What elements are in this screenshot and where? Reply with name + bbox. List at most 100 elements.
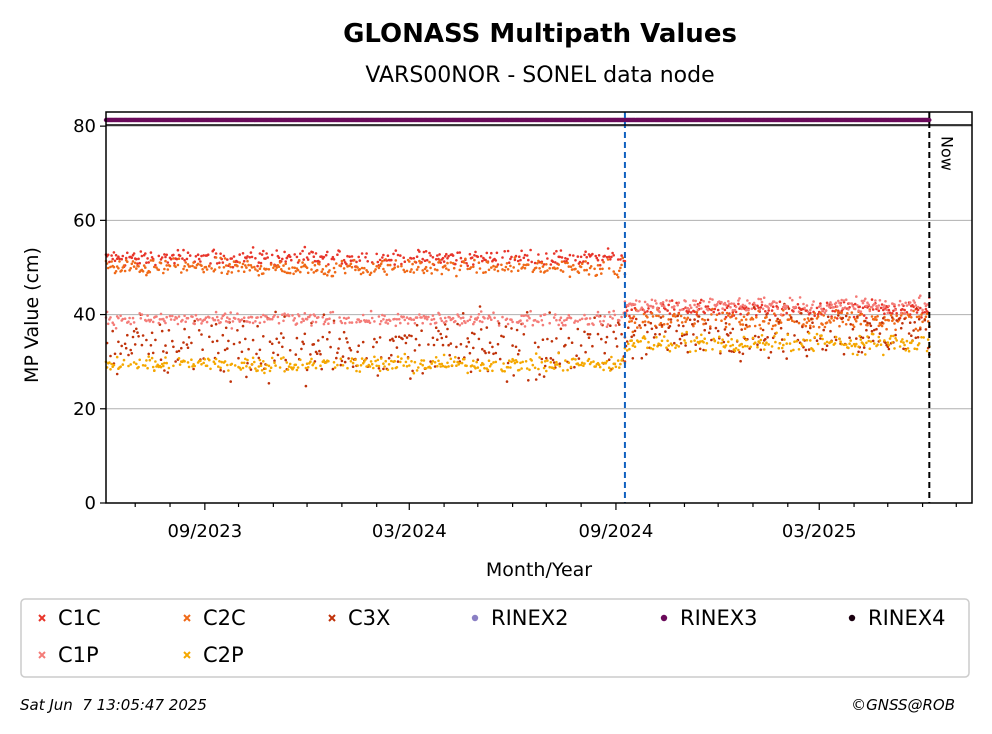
- data-point-c3x: [357, 344, 361, 348]
- data-point-c2p: [805, 338, 809, 342]
- data-point-c1p: [146, 314, 149, 317]
- data-point-c2c: [210, 267, 213, 270]
- data-point-c2p: [488, 365, 492, 368]
- data-point-c2c: [616, 275, 620, 279]
- data-point-c3x: [238, 341, 241, 344]
- data-point-c1p: [899, 311, 903, 315]
- data-point-c2p: [913, 347, 916, 351]
- data-point-c2c: [496, 269, 500, 273]
- data-point-c1p: [383, 314, 386, 318]
- data-point-c1c: [258, 252, 262, 255]
- data-point-c2p: [613, 362, 617, 366]
- data-point-c1p: [541, 323, 545, 327]
- data-point-c1p: [773, 300, 776, 304]
- data-point-c1p: [606, 323, 610, 326]
- data-point-c1c: [117, 255, 120, 258]
- data-point-c2p: [637, 340, 640, 344]
- data-point-c2c: [793, 320, 796, 324]
- data-point-c1c: [185, 257, 189, 261]
- data-point-c3x: [223, 348, 227, 352]
- data-point-c3x: [694, 343, 697, 347]
- data-point-c2p: [190, 358, 193, 362]
- data-point-c1c: [254, 257, 257, 260]
- data-point-c2c: [711, 307, 714, 311]
- data-point-c1c: [160, 256, 164, 259]
- data-point-c2p: [364, 358, 367, 361]
- data-point-c2p: [396, 355, 400, 359]
- data-point-c3x: [127, 353, 130, 357]
- data-point-c2p: [163, 361, 166, 365]
- data-point-c1c: [218, 261, 221, 265]
- data-point-c1p: [251, 321, 255, 325]
- data-point-c2p: [219, 366, 222, 370]
- data-point-c2c: [157, 268, 161, 272]
- data-point-c1p: [459, 316, 463, 320]
- data-point-c1p: [445, 320, 448, 323]
- data-point-c2c: [593, 267, 596, 271]
- data-point-c1c: [609, 258, 612, 261]
- data-point-c3x: [866, 321, 869, 325]
- data-point-c3x: [274, 310, 277, 314]
- data-point-c2p: [684, 341, 687, 345]
- data-point-c2p: [332, 361, 336, 364]
- data-point-c2p: [254, 367, 257, 370]
- data-point-c1p: [483, 316, 486, 320]
- data-point-c3x: [356, 350, 359, 354]
- data-point-c1p: [791, 298, 794, 302]
- data-point-c2c: [438, 259, 441, 262]
- data-point-c1c: [436, 254, 439, 257]
- data-point-c2p: [393, 359, 397, 363]
- data-point-c2c: [809, 324, 812, 328]
- data-point-c3x: [172, 345, 175, 349]
- data-point-c2p: [719, 350, 722, 353]
- data-point-c1c: [455, 259, 458, 262]
- data-point-c2p: [187, 365, 191, 369]
- data-point-c2c: [679, 314, 683, 318]
- data-point-c2c: [310, 268, 313, 271]
- data-point-c1c: [523, 253, 527, 257]
- data-point-c2c: [779, 321, 783, 324]
- data-point-c2p: [520, 367, 523, 370]
- data-point-c2c: [300, 265, 303, 269]
- data-point-c2p: [369, 360, 373, 363]
- data-point-c1p: [897, 303, 901, 307]
- data-point-c3x: [361, 340, 365, 344]
- data-point-c2c: [762, 320, 766, 323]
- data-point-c2c: [813, 312, 816, 315]
- data-point-c3x: [654, 333, 657, 336]
- data-point-c2c: [184, 261, 187, 264]
- data-point-c1p: [108, 318, 111, 321]
- data-point-c1c: [355, 260, 358, 264]
- data-point-c1c: [470, 256, 474, 260]
- data-point-c1p: [434, 321, 438, 325]
- data-point-c1c: [381, 256, 384, 259]
- data-point-c1c: [336, 253, 339, 256]
- data-point-c1p: [370, 316, 374, 320]
- data-point-c2p: [460, 361, 464, 365]
- data-point-c2c: [443, 264, 447, 268]
- data-point-c3x: [577, 357, 581, 360]
- data-point-c2c: [433, 268, 437, 271]
- data-point-c1c: [138, 261, 141, 265]
- data-point-c1p: [812, 300, 815, 303]
- data-point-c2c: [394, 259, 398, 262]
- data-point-c1p: [490, 318, 493, 322]
- data-point-c3x: [276, 353, 280, 357]
- data-point-c2p: [441, 364, 445, 368]
- data-point-c2p: [683, 339, 686, 342]
- data-point-c2p: [296, 366, 300, 369]
- data-point-c2p: [758, 341, 761, 345]
- data-point-c2p: [564, 359, 567, 362]
- data-point-c2p: [486, 368, 490, 372]
- data-point-c2p: [278, 366, 282, 369]
- data-point-c3x: [880, 321, 884, 324]
- data-point-c1p: [747, 308, 750, 312]
- data-point-c2c: [709, 325, 712, 328]
- data-point-c2p: [327, 359, 330, 363]
- data-point-c2p: [374, 359, 377, 363]
- data-point-c3x: [540, 357, 544, 361]
- data-point-c3x: [903, 317, 906, 321]
- data-point-c1p: [779, 313, 783, 317]
- data-point-c2c: [436, 268, 439, 272]
- data-point-c3x: [445, 335, 448, 339]
